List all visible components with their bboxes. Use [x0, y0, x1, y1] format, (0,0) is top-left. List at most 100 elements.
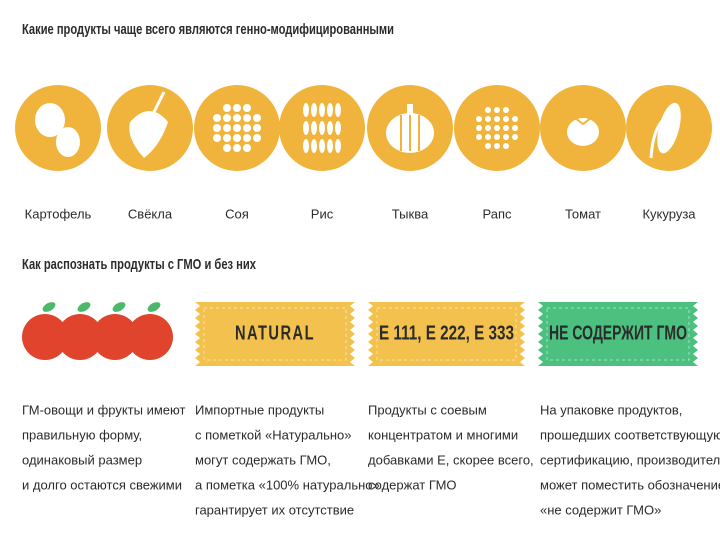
icon [494, 125, 500, 131]
icon [512, 116, 518, 122]
icon [335, 103, 341, 117]
icon [657, 102, 681, 154]
icon [243, 144, 251, 152]
icon [223, 134, 231, 142]
icon [253, 134, 261, 142]
icon [223, 114, 231, 122]
icon [319, 139, 325, 153]
badge-border [546, 307, 690, 361]
apple-leaf [147, 302, 161, 312]
icon [512, 134, 518, 140]
product-item: Рис [279, 85, 365, 221]
description-line: а пометка «100% натурально» [195, 477, 380, 492]
icon [476, 125, 482, 131]
description-line: с пометкой «Натурально» [195, 427, 351, 442]
description-line: содержат ГМО [368, 477, 457, 492]
icon [233, 104, 241, 112]
icon [503, 107, 509, 113]
icon [567, 118, 599, 146]
product-item: Картофель [15, 85, 101, 221]
icon [574, 117, 592, 126]
product-label: Кукуруза [642, 206, 696, 221]
icon [485, 116, 491, 122]
apple [92, 314, 138, 360]
product-item: Тыква [367, 85, 453, 221]
description-line: прошедших соответствующую [540, 427, 720, 442]
label-badge [195, 302, 355, 366]
icon [213, 114, 221, 122]
icon [223, 104, 231, 112]
label-badge [368, 302, 525, 366]
badge-border [376, 307, 517, 361]
description-line: На упаковке продуктов, [540, 402, 682, 417]
icon [476, 134, 482, 140]
product-item: Свёкла [107, 85, 193, 221]
icon [319, 121, 325, 135]
apple [22, 314, 68, 360]
icon [35, 103, 65, 137]
description-line: сертификацию, производитель [540, 452, 720, 467]
icon [213, 134, 221, 142]
icon [319, 103, 325, 117]
description-line: гарантирует их отсутствие [195, 502, 354, 517]
description-line: добавками Е, скорее всего, [368, 452, 534, 467]
product-item: Рапс [454, 85, 540, 221]
icon [233, 134, 241, 142]
icon [253, 114, 261, 122]
icon [243, 104, 251, 112]
description-line: ГМ-овощи и фрукты имеют [22, 402, 185, 417]
product-label: Томат [565, 206, 601, 221]
product-item: Кукуруза [626, 85, 712, 221]
icon [327, 139, 333, 153]
icon [303, 103, 309, 117]
description-line: Продукты с соевым [368, 402, 487, 417]
icon [303, 121, 309, 135]
apple [127, 314, 173, 360]
icon [649, 116, 667, 159]
icon [223, 144, 231, 152]
product-label: Тыква [392, 206, 429, 221]
icon [503, 143, 509, 149]
icon [213, 124, 221, 132]
product-label: Соя [225, 206, 249, 221]
icon [407, 104, 413, 114]
icon [303, 139, 309, 153]
icon [327, 121, 333, 135]
product-label: Картофель [25, 206, 92, 221]
title: Какие продукты чаще всего являются генно… [22, 21, 394, 38]
icon [243, 124, 251, 132]
icon [512, 125, 518, 131]
description-line: «не содержит ГМО» [540, 502, 661, 517]
description-line: Импортные продукты [195, 402, 324, 417]
icon [494, 116, 500, 122]
icon [494, 143, 500, 149]
icon [152, 91, 166, 113]
product-label: Рис [311, 206, 334, 221]
product-label: Свёкла [128, 206, 173, 221]
product-item: Соя [194, 85, 280, 221]
icon [243, 114, 251, 122]
description-line: может поместить обозначение [540, 477, 720, 492]
apple-leaf [112, 302, 126, 312]
icon [503, 116, 509, 122]
icon [503, 134, 509, 140]
icon [494, 107, 500, 113]
description-line: могут содержать ГМО, [195, 452, 331, 467]
icon [311, 103, 317, 117]
icon [476, 116, 482, 122]
icon [311, 139, 317, 153]
icon [223, 124, 231, 132]
icon [503, 125, 509, 131]
section-title: Как распознать продукты с ГМО и без них [22, 256, 256, 273]
description-line: и долго остаются свежими [22, 477, 182, 492]
description-line: одинаковый размер [22, 452, 142, 467]
icon [327, 103, 333, 117]
description-line: концентратом и многими [368, 427, 518, 442]
icon [485, 134, 491, 140]
icon [311, 121, 317, 135]
icon [494, 134, 500, 140]
badge-border [203, 307, 347, 361]
icon [233, 144, 241, 152]
icon [243, 134, 251, 142]
